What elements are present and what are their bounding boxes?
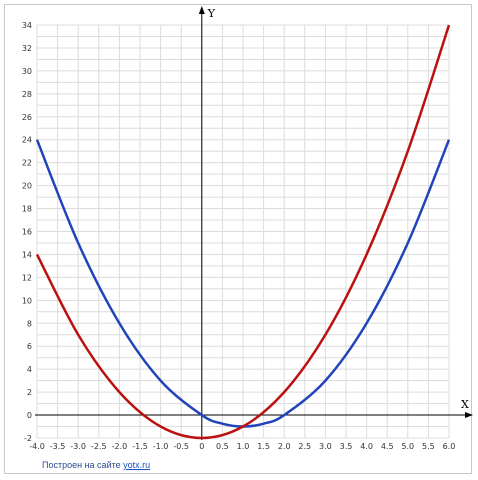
x-tick-label: 2.5 bbox=[298, 442, 311, 451]
y-axis-label: Y bbox=[207, 7, 216, 20]
x-tick-label: 3.5 bbox=[340, 442, 353, 451]
chart-frame: -4.0 -3.5 -3.0 -2.5 -2.0 -1.5 -1.0 -0.5 0 0.5 1.0 1… bbox=[4, 4, 473, 474]
credit-link[interactable]: yotx.ru bbox=[123, 460, 151, 470]
x-tick-label: -3.5 bbox=[50, 442, 66, 451]
x-tick-label: 1.5 bbox=[257, 442, 270, 451]
y-tick-label: 6 bbox=[27, 342, 32, 351]
credit-footer: Построен на сайте yotx.ru bbox=[42, 460, 150, 470]
y-tick-label: 12 bbox=[22, 273, 32, 282]
credit-text: Построен на сайте bbox=[42, 460, 124, 470]
y-tick-label: 24 bbox=[22, 136, 32, 145]
y-tick-label: 4 bbox=[27, 365, 32, 374]
x-axis-label: X bbox=[461, 398, 469, 411]
y-tick-label: 34 bbox=[22, 21, 32, 30]
x-tick-label: 0.5 bbox=[216, 442, 229, 451]
axes bbox=[35, 6, 473, 440]
y-tick-label: 30 bbox=[22, 67, 32, 76]
x-tick-label: 5.0 bbox=[401, 442, 414, 451]
y-tick-label: 0 bbox=[27, 411, 32, 420]
x-tick-label: 0 bbox=[199, 442, 204, 451]
y-tick-label: -2 bbox=[24, 434, 32, 443]
y-tick-label: 2 bbox=[27, 388, 32, 397]
y-tick-label: 22 bbox=[22, 159, 32, 168]
x-tick-label: 4.0 bbox=[360, 442, 373, 451]
x-tick-label: -0.5 bbox=[173, 442, 189, 451]
x-tick-label: -4.0 bbox=[29, 442, 45, 451]
y-tick-label: 26 bbox=[22, 113, 32, 122]
y-tick-label: 32 bbox=[22, 44, 32, 53]
x-tick-label: -1.5 bbox=[132, 442, 148, 451]
x-tick-label: 4.5 bbox=[381, 442, 394, 451]
x-tick-label: 5.5 bbox=[422, 442, 435, 451]
x-tick-label: -1.0 bbox=[153, 442, 169, 451]
x-tick-label: 3.0 bbox=[319, 442, 332, 451]
x-tick-label: 6.0 bbox=[443, 442, 456, 451]
y-tick-label: 8 bbox=[27, 319, 32, 328]
y-tick-label: 14 bbox=[22, 250, 32, 259]
series-line-2 bbox=[35, 24, 451, 440]
tick-labels: -4.0 -3.5 -3.0 -2.5 -2.0 -1.5 -1.0 -0.5 0 0.5 1.0 1… bbox=[22, 21, 456, 451]
x-tick-label: -2.0 bbox=[112, 442, 128, 451]
x-tick-label: -3.0 bbox=[70, 442, 86, 451]
grid bbox=[36, 24, 450, 439]
chart-svg: -4.0 -3.5 -3.0 -2.5 -2.0 -1.5 -1.0 -0.5 0 0.5 1.0 1… bbox=[22, 6, 473, 451]
x-tick-label: 1.0 bbox=[237, 442, 250, 451]
x-tick-label: -2.5 bbox=[91, 442, 107, 451]
y-tick-label: 28 bbox=[22, 90, 32, 99]
x-axis-arrow-icon bbox=[465, 412, 473, 419]
y-tick-label: 20 bbox=[22, 182, 32, 191]
series-group bbox=[35, 24, 451, 440]
y-tick-label: 16 bbox=[22, 228, 32, 237]
x-tick-label: 2.0 bbox=[278, 442, 291, 451]
y-tick-label: 10 bbox=[22, 296, 32, 305]
y-tick-label: 18 bbox=[22, 205, 32, 214]
y-axis-arrow-icon bbox=[198, 6, 205, 14]
